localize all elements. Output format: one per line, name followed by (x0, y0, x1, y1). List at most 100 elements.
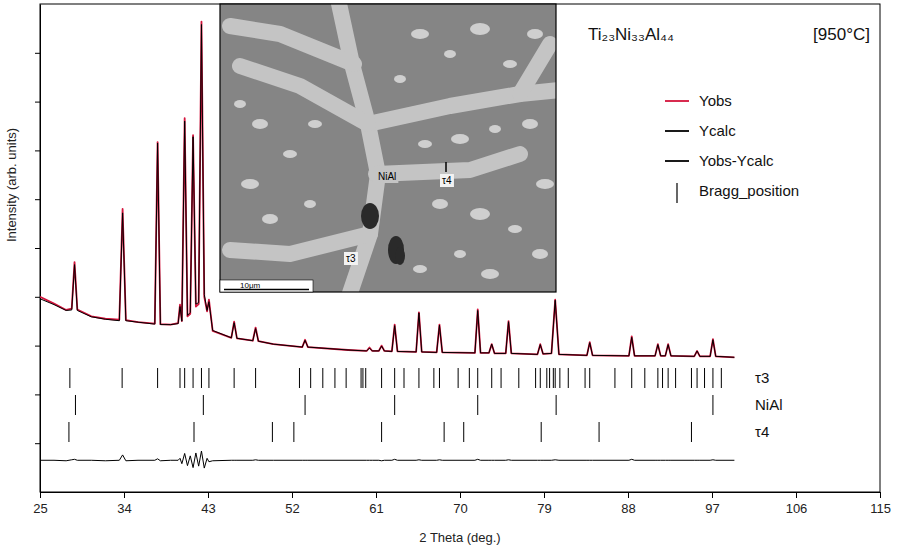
bragg-tick (381, 422, 382, 442)
inset-particle (411, 29, 429, 39)
chart-title: Ti₂₃Ni₃₃Al₄₄ (588, 25, 674, 44)
x-tick-label: 106 (786, 501, 808, 516)
bragg-tick (585, 368, 586, 388)
x-tick-mark (208, 492, 209, 498)
y-tick-mark (35, 199, 40, 200)
bragg-tick (208, 368, 209, 388)
y-tick (35, 346, 40, 347)
inset-particle (304, 200, 316, 208)
y-axis-line (40, 5, 41, 493)
bragg-tick (433, 368, 434, 388)
x-tick-mark (712, 492, 713, 498)
bragg-tick (518, 368, 519, 388)
x-tick-mark (376, 492, 377, 498)
legend-swatch (665, 100, 689, 102)
x-tick-label: 70 (453, 501, 467, 516)
inset-particle (418, 140, 432, 148)
bragg-tick (568, 368, 569, 388)
inset-particle (527, 29, 543, 39)
y-tick-mark (35, 394, 40, 395)
bragg-tick (477, 395, 478, 415)
bragg-tick (69, 368, 70, 388)
bragg-tick (535, 368, 536, 388)
legend-label: Yobs (699, 92, 732, 109)
x-tick: 61 (369, 492, 383, 516)
bragg-tick (721, 368, 722, 388)
inset-label-group: τ3 (344, 252, 358, 265)
bragg-tick (691, 368, 692, 388)
x-tick-mark (124, 492, 125, 498)
bragg-tick (704, 368, 705, 388)
bragg-tick (553, 368, 554, 388)
legend-label: Ycalc (699, 122, 736, 139)
inset-particle (503, 60, 517, 68)
x-tick-label: 43 (201, 501, 215, 516)
x-tick: 97 (705, 492, 719, 516)
bragg-tick (631, 368, 632, 388)
x-tick-label: 34 (117, 501, 131, 516)
bragg-tick (444, 422, 445, 442)
inset-particle (432, 199, 448, 209)
x-tick-label: 88 (621, 501, 635, 516)
inset-particle (470, 23, 490, 35)
bragg-tick (546, 368, 547, 388)
legend-label: Bragg_position (699, 182, 799, 199)
inset-particle (481, 269, 499, 279)
bragg-tick (394, 368, 395, 388)
bragg-tick (491, 368, 492, 388)
chart-container: 2534435261707988971061152 Theta (deg.)In… (0, 0, 900, 554)
inset-background (220, 4, 556, 292)
y-tick-mark (35, 53, 40, 54)
y-tick-mark (35, 443, 40, 444)
bragg-tick (559, 368, 560, 388)
x-tick-mark (544, 492, 545, 498)
inset-phase-region (230, 234, 370, 254)
x-axis-title: 2 Theta (deg.) (419, 530, 500, 545)
x-tick: 25 (33, 492, 47, 516)
inset-particle (262, 214, 278, 224)
inset-particle (252, 119, 268, 129)
bragg-tick (540, 368, 541, 388)
x-tick: 106 (786, 492, 808, 516)
bragg-tick (697, 368, 698, 388)
bragg-tick (662, 368, 663, 388)
inset-pore (388, 236, 404, 264)
bragg-tick (255, 368, 256, 388)
bragg-tick (184, 368, 185, 388)
bragg-tick (675, 368, 676, 388)
inset-particle (470, 208, 490, 220)
bragg-tick (68, 422, 69, 442)
bragg-tick (439, 368, 440, 388)
x-tick-mark (40, 492, 41, 498)
inset-phase-region (230, 26, 354, 64)
bragg-tick (305, 395, 306, 415)
inset-label: τ4 (442, 175, 452, 186)
inset-particle (308, 120, 322, 128)
bragg-tick (203, 395, 204, 415)
inset-particle (394, 75, 406, 83)
y-axis-title: Intensity (arb. units) (4, 128, 19, 242)
bragg-tick (75, 395, 76, 415)
inset-particle (489, 125, 501, 133)
bragg-tick (234, 368, 235, 388)
bragg-tick (556, 395, 557, 415)
bragg-tick (589, 368, 590, 388)
x-tick-mark (880, 492, 881, 498)
x-tick-mark (292, 492, 293, 498)
y-tick-mark (35, 346, 40, 347)
bragg-tick (691, 422, 692, 442)
inset-label-patch (376, 170, 398, 183)
y-tick (35, 199, 40, 200)
x-tick-label: 97 (705, 501, 719, 516)
scale-bar (224, 289, 309, 290)
bragg-tick (477, 368, 478, 388)
y-tick (35, 53, 40, 54)
x-tick: 88 (621, 492, 635, 516)
x-tick: 52 (285, 492, 299, 516)
inset-pointer (445, 162, 447, 172)
series-line (40, 451, 734, 468)
scale-bar-box (220, 280, 313, 292)
bragg-tick (361, 368, 362, 388)
x-tick-mark (628, 492, 629, 498)
bragg-tick (712, 368, 713, 388)
